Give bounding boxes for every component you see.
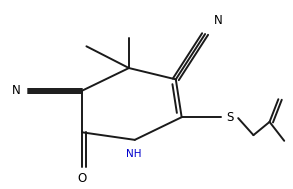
Text: N: N: [214, 14, 223, 27]
Text: NH: NH: [126, 149, 141, 159]
Text: O: O: [77, 172, 87, 185]
Text: S: S: [226, 111, 234, 124]
Text: N: N: [12, 84, 21, 97]
